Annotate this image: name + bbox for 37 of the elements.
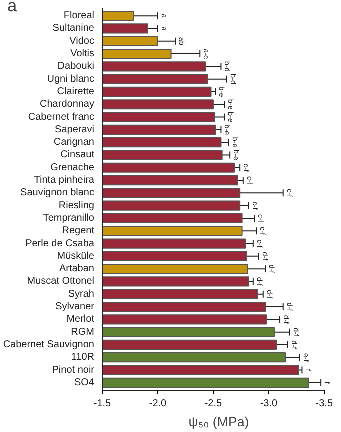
y-tick-label: Merlot [66, 314, 95, 326]
y-tick-label: Voltis [70, 48, 95, 60]
y-tick-label: RGM [71, 326, 95, 338]
text: a [8, 0, 18, 16]
y-tick-label: Müsküle [57, 250, 95, 262]
y-tick-label: Tinta pinheira [34, 175, 95, 186]
y-tick-label: Saperavi [55, 124, 94, 136]
y-tick-label: SO4 [74, 377, 95, 388]
x-tick-label: -3.0 [260, 398, 278, 410]
y-tick-label: Clairette [57, 86, 95, 98]
y-tick-label: Floreal [64, 10, 95, 22]
y-tick-label: Sylvaner [56, 302, 96, 313]
y-tick-label: Tempranillo [43, 212, 95, 224]
y-tick-label: Riesling [58, 200, 95, 212]
y-tick-label: Vidoc [70, 36, 95, 47]
y-tick-label: Dabouki [58, 61, 95, 72]
y-tick-label: Pinot noir [52, 364, 96, 376]
y-tick-label: Perle de Csaba [26, 238, 95, 250]
y-tick-label: Cinsaut [60, 150, 95, 161]
y-tick-label: Artaban [59, 264, 95, 275]
x-tick-label: -2.0 [149, 398, 168, 410]
y-tick-label: Syrah [68, 288, 94, 300]
y-tick-label: Carignan [54, 137, 95, 148]
x-tick-label: -3.5 [316, 398, 334, 410]
y-tick-label: Cabernet franc [28, 112, 95, 123]
y-tick-label: Ugni blanc [47, 74, 95, 85]
y-tick-label: Regent [62, 226, 95, 237]
y-tick-label: Sauvignon blanc [20, 188, 95, 199]
y-tick-label: 110R [71, 352, 95, 364]
x-axis-title: ψ₅₀ (MPa) [188, 414, 250, 430]
y-tick-label: Cabernet Sauvignon [3, 339, 95, 350]
y-tick-label: Muscat Ottonel [27, 276, 95, 288]
y-tick-label: Sultanine [52, 23, 95, 34]
x-tick-label: -2.5 [204, 398, 223, 410]
y-tick-label: Grenache [50, 162, 95, 174]
y-tick-label: Chardonnay [40, 99, 94, 110]
x-tick-label: -1.5 [94, 398, 112, 410]
